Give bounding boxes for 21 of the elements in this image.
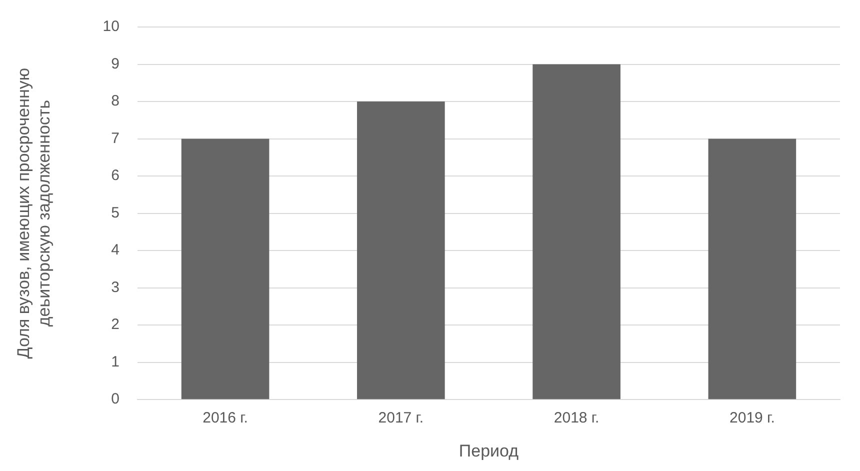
bar — [708, 138, 796, 400]
bar — [181, 138, 270, 400]
x-tick-label: 2017 г. — [378, 410, 424, 427]
bar — [532, 64, 620, 400]
y-tick-label: 7 — [111, 130, 120, 147]
y-axis-title: Доля вузов, имеющих просроченную деьиторскую задолженность — [14, 68, 54, 359]
bar — [357, 102, 445, 400]
y-tick-label: 9 — [111, 55, 120, 72]
y-tick-label: 8 — [111, 92, 120, 110]
y-tick-label: 10 — [102, 18, 120, 36]
y-tick-label: 6 — [111, 167, 120, 184]
x-tick-label: 2019 г. — [730, 410, 775, 427]
x-axis-title: Период — [458, 441, 519, 460]
y-tick-label: 2 — [111, 316, 120, 334]
x-tick-label: 2016 г. — [202, 410, 248, 427]
y-tick-label: 5 — [111, 204, 120, 222]
x-tick-label: 2018 г. — [554, 410, 600, 427]
y-tick-label: 3 — [111, 278, 120, 296]
y-tick-label: 4 — [111, 242, 120, 259]
y-tick-label: 0 — [111, 390, 120, 408]
y-tick-label: 1 — [111, 353, 120, 370]
